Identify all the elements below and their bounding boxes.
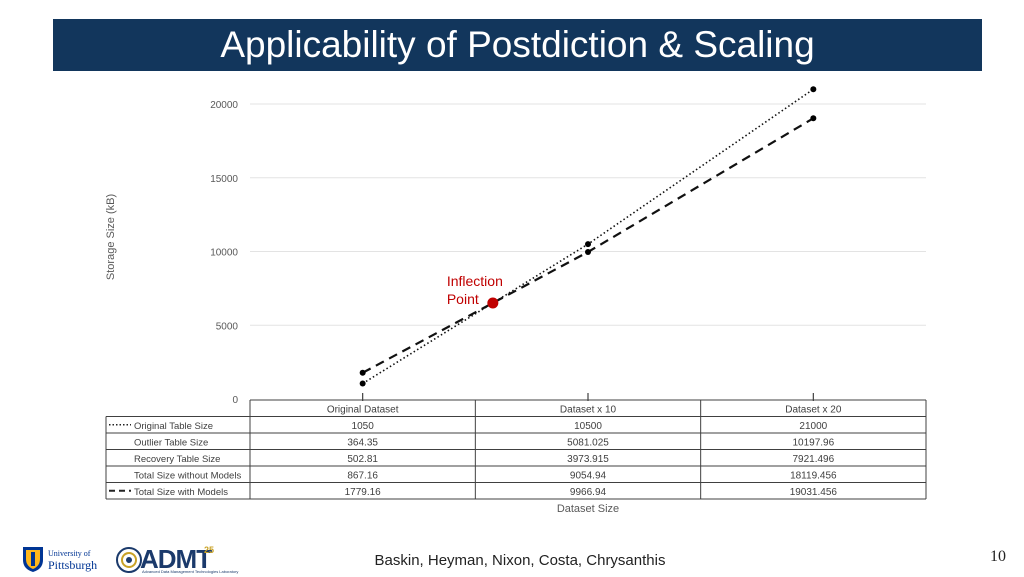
table-cell-value: 21000: [799, 421, 827, 432]
table-cell-value: 10197.96: [792, 437, 834, 448]
admt-logo: ADMT 25 Advanced Data Management Technol…: [116, 544, 238, 576]
y-axis-title: Storage Size (kB): [105, 194, 117, 280]
pitt-logo-line2: Pittsburgh: [48, 558, 98, 572]
table-cell-value: 867.16: [347, 470, 378, 481]
table-cell-value: 18119.456: [790, 470, 837, 481]
x-axis-title: Dataset Size: [557, 503, 619, 515]
table-cell-value: 9966.94: [570, 487, 607, 498]
y-tick-label: 15000: [210, 174, 238, 185]
slide-title: Applicability of Postdiction & Scaling: [220, 24, 815, 65]
table-header-cell: Dataset x 20: [785, 404, 842, 415]
data-point-dashed: [810, 115, 817, 122]
pitt-logo-line1: University of: [48, 549, 91, 558]
pitt-shield-icon: [23, 547, 43, 572]
table-cell-value: 502.81: [347, 454, 378, 465]
table-row-label: Original Table Size: [134, 421, 213, 432]
title-bar: Applicability of Postdiction & Scaling: [53, 19, 982, 71]
data-point-dotted: [359, 380, 366, 387]
y-tick-label: 20000: [210, 100, 238, 111]
table-cell-value: 3973.915: [567, 454, 609, 465]
page-number: 10: [990, 548, 1006, 565]
y-tick-label: 0: [232, 395, 238, 406]
table-cell-value: 19031.456: [790, 487, 838, 498]
data-point-dotted: [810, 86, 817, 93]
table-row-label: Outlier Table Size: [134, 437, 208, 448]
admt-globe-icon: [116, 547, 142, 573]
data-point-dashed: [359, 369, 366, 376]
admt-logo-caption: Advanced Data Management Technologies La…: [142, 569, 239, 574]
table-header-cell: Dataset x 10: [560, 404, 617, 415]
table-cell-value: 364.35: [347, 437, 378, 448]
table-row-label: Total Size with Models: [134, 487, 228, 498]
table-header-cell: Original Dataset: [327, 404, 399, 415]
admt-logo-text: ADMT: [140, 544, 212, 574]
data-point-dashed: [585, 248, 591, 255]
inflection-label-line2: Point: [447, 291, 479, 307]
series-line-dotted: [362, 88, 814, 385]
table-cell-value: 7921.496: [792, 454, 834, 465]
inflection-label-line1: Inflection: [447, 273, 503, 289]
data-point-dotted: [585, 241, 591, 248]
pitt-logo: University of Pittsburgh: [22, 546, 112, 576]
table-cell-value: 1779.16: [345, 487, 382, 498]
admt-logo-sup: 25: [204, 545, 215, 555]
table-cell-value: 10500: [574, 421, 602, 432]
table-row-label: Total Size without Models: [134, 470, 241, 481]
footer-authors: Baskin, Heyman, Nixon, Costa, Chrysanthi…: [374, 552, 666, 569]
table-row-label: Recovery Table Size: [134, 454, 220, 465]
table-cell-value: 1050: [352, 421, 375, 432]
y-tick-label: 10000: [210, 248, 238, 259]
table-cell-value: 5081.025: [567, 437, 609, 448]
table-cell-value: 9054.94: [570, 470, 607, 481]
y-tick-label: 5000: [216, 321, 239, 332]
inflection-point-marker: [487, 297, 499, 309]
